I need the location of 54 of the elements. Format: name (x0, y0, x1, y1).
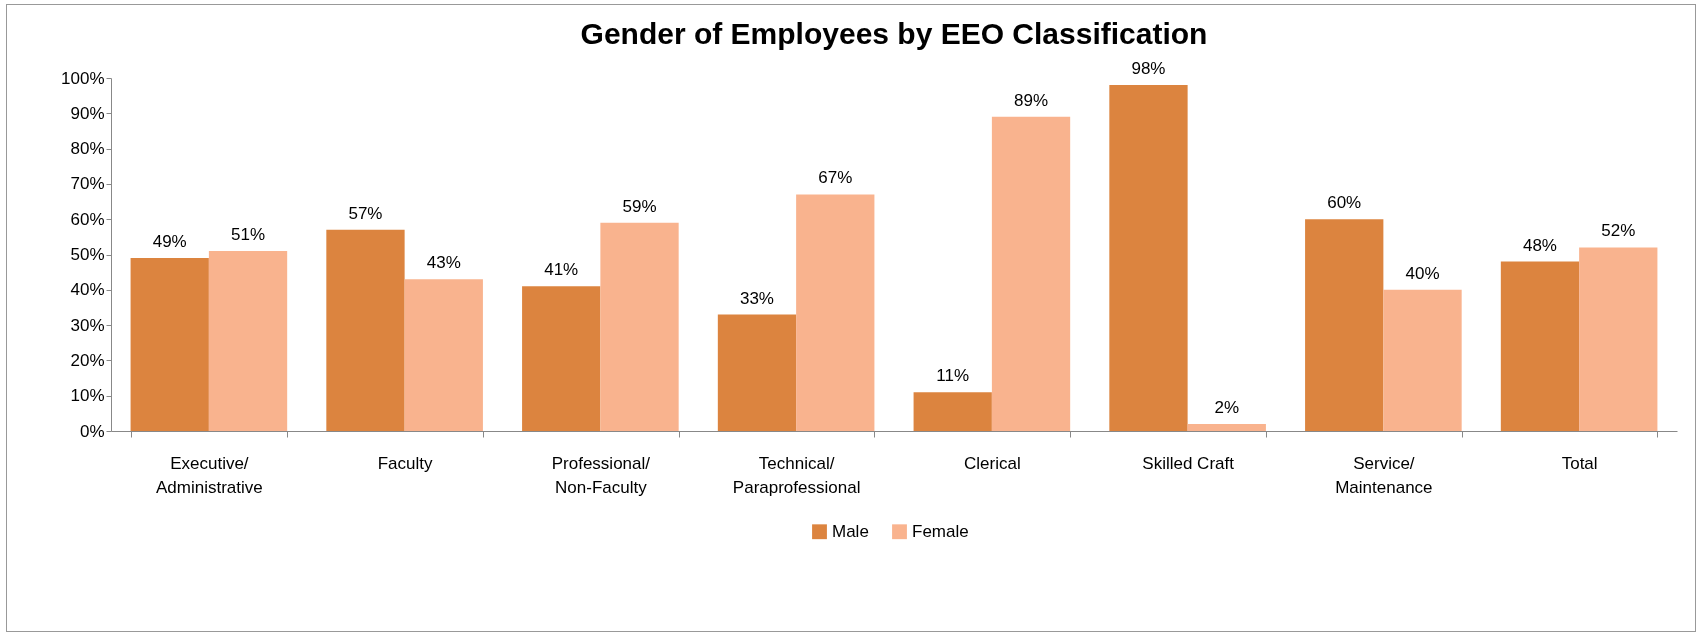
bar (1579, 247, 1658, 431)
y-tick-label: 0% (79, 421, 105, 441)
legend-label: Male (832, 521, 869, 541)
y-tick-label: 80% (70, 139, 105, 159)
data-label: 43% (426, 253, 461, 273)
data-label: 67% (818, 168, 853, 188)
bar (913, 392, 992, 431)
data-label: 49% (152, 232, 187, 252)
data-label: 98% (1131, 59, 1166, 79)
data-label: 59% (622, 196, 657, 216)
y-tick-label: 10% (70, 386, 105, 406)
bar (404, 279, 483, 431)
x-tick-label: Technical/Paraprofessional (732, 453, 861, 497)
data-label: 11% (936, 366, 970, 386)
y-tick-label: 30% (70, 315, 105, 335)
bar (796, 194, 875, 431)
x-tick-label: Faculty (377, 453, 434, 473)
bar (1109, 85, 1188, 431)
bar (1187, 423, 1266, 431)
y-tick-label: 40% (70, 280, 105, 300)
x-tick-label: Total (1561, 453, 1598, 473)
data-label: 57% (348, 203, 383, 223)
y-tick-label: 90% (70, 103, 105, 123)
chart-title: Gender of Employees by EEO Classification (580, 17, 1208, 51)
y-tick-label: 50% (70, 245, 105, 264)
y-tick-label: 70% (70, 174, 105, 194)
data-label: 52% (1601, 221, 1636, 241)
bar (1305, 219, 1384, 431)
bar (600, 222, 679, 431)
data-label: 33% (739, 288, 774, 308)
x-tick-label: Service/Maintenance (1335, 453, 1433, 497)
data-label: 89% (1014, 90, 1049, 110)
data-label: 2% (1214, 397, 1240, 417)
data-label: 51% (231, 224, 266, 244)
y-tick-label: 60% (70, 209, 105, 229)
bar (522, 286, 601, 431)
x-tick-label: Clerical (964, 453, 1021, 473)
legend-label: Female (912, 521, 969, 541)
data-label: 60% (1327, 193, 1362, 213)
data-label: 41% (544, 260, 579, 280)
x-tick-label: Executive/Administrative (155, 453, 263, 497)
x-tick-label: Skilled Craft (1142, 453, 1235, 473)
data-label: 40% (1405, 263, 1440, 283)
y-tick-label: 100% (61, 68, 105, 88)
x-tick-label: Professional/Non-Faculty (551, 453, 651, 497)
bar (1500, 261, 1580, 431)
y-tick-label: 20% (70, 350, 105, 370)
bar (326, 229, 405, 431)
bar (130, 258, 209, 431)
bar (208, 250, 288, 431)
bar (717, 314, 797, 431)
data-label: 48% (1522, 235, 1557, 255)
bar (1383, 289, 1462, 431)
bar (991, 116, 1071, 431)
